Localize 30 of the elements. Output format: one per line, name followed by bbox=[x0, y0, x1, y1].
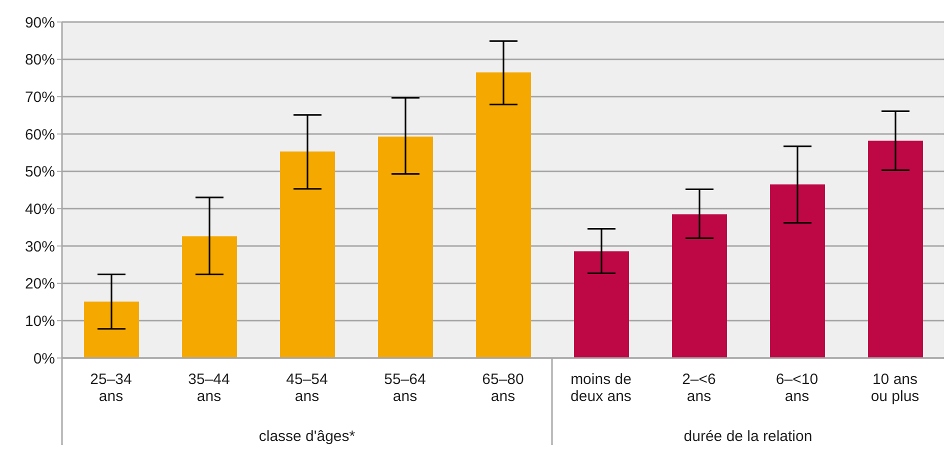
y-tick-label: 50% bbox=[24, 164, 55, 181]
bar bbox=[672, 214, 727, 358]
y-tick-label: 0% bbox=[33, 350, 55, 368]
text: durée de la relation bbox=[684, 428, 812, 445]
bar bbox=[868, 140, 923, 358]
text: classe d'âges* bbox=[258, 428, 356, 445]
y-tick-label: 20% bbox=[24, 276, 55, 293]
bar bbox=[182, 236, 237, 358]
x-tick-label: 65–80 ans bbox=[482, 371, 524, 405]
bar bbox=[378, 136, 433, 358]
x-tick-label: 6–<10 ans bbox=[776, 371, 818, 405]
y-tick-label: 90% bbox=[24, 14, 55, 32]
x-tick-label: 55–64 ans bbox=[384, 371, 426, 405]
y-tick-label: 10% bbox=[24, 312, 55, 330]
x-tick-label: 45–54 ans bbox=[286, 371, 328, 405]
y-tick-label: 30% bbox=[24, 238, 55, 256]
x-tick-label: 35–44 ans bbox=[188, 371, 230, 405]
y-tick-label: 40% bbox=[24, 200, 55, 218]
x-tick-label: moins de deux ans bbox=[570, 371, 632, 405]
bar bbox=[574, 251, 629, 358]
x-tick-label: 2–<6 ans bbox=[682, 371, 716, 405]
y-tick-label: 70% bbox=[24, 88, 55, 106]
bar bbox=[476, 72, 531, 358]
x-tick-label: 25–34 ans bbox=[90, 371, 132, 405]
x-tick-label: 10 ans ou plus bbox=[870, 371, 920, 405]
bar bbox=[280, 152, 335, 358]
bar bbox=[84, 302, 139, 358]
bar bbox=[770, 184, 825, 358]
y-tick-label: 60% bbox=[24, 126, 55, 144]
y-tick-label: 80% bbox=[24, 52, 55, 69]
